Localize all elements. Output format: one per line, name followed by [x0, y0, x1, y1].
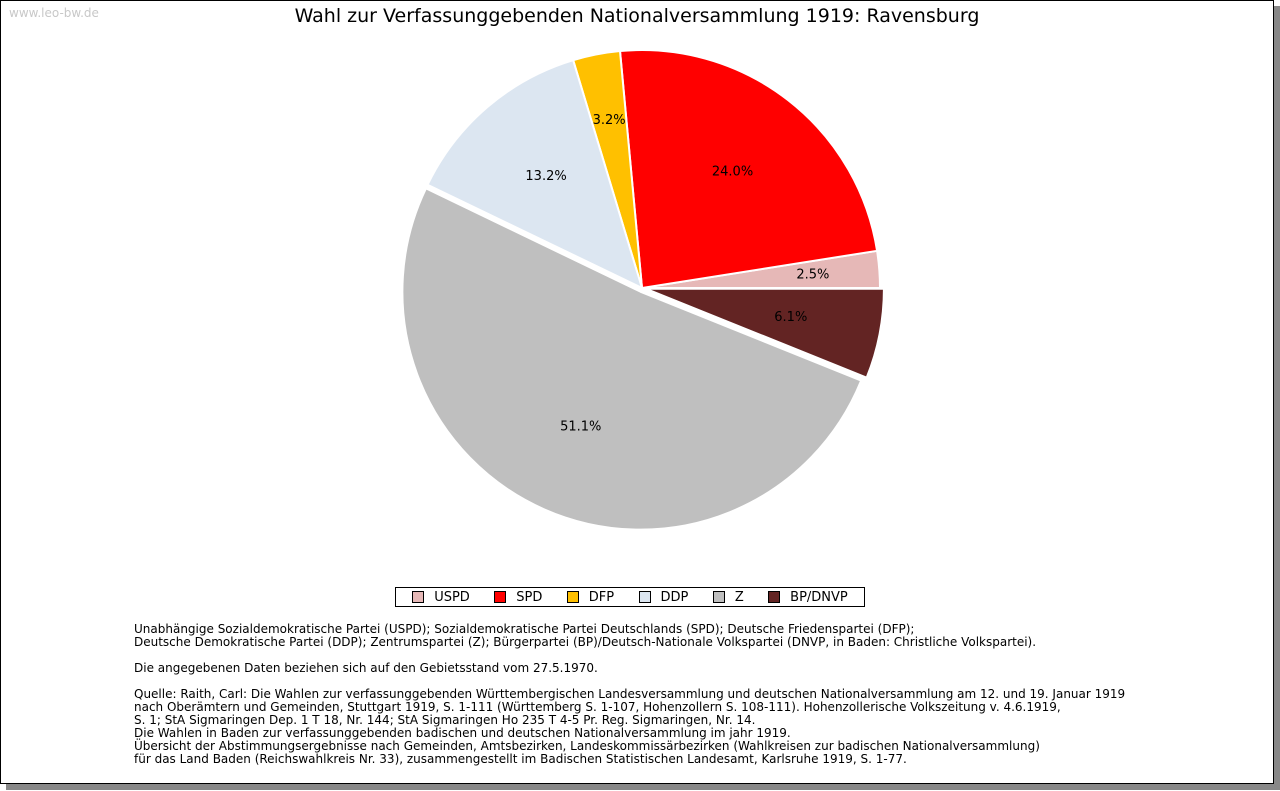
pie-chart: 2.5% 24.0% 3.2% 13.2% 51.1% 6.1% — [401, 49, 885, 531]
slice-label: 2.5% — [796, 268, 829, 283]
legend-swatch — [712, 591, 725, 603]
note-line: Quelle: Raith, Carl: Die Wahlen zur verf… — [134, 687, 1126, 701]
legend-label: DDP — [660, 589, 689, 605]
legend-label: SPD — [516, 589, 543, 605]
notes: Unabhängige Sozialdemokratische Partei (… — [134, 623, 1125, 766]
legend-swatch — [566, 591, 579, 603]
watermark: www.leo-bw.de — [9, 6, 99, 20]
note-line: Unabhängige Sozialdemokratische Partei (… — [134, 622, 915, 636]
legend-label: Z — [734, 589, 744, 605]
legend-item: SPD — [494, 590, 542, 605]
note-line: S. 1; StA Sigmaringen Dep. 1 T 18, Nr. 1… — [134, 713, 756, 727]
legend-swatch — [638, 591, 651, 603]
note-line: nach Oberämtern und Gemeinden, Stuttgart… — [134, 700, 1061, 714]
slice-label: 6.1% — [774, 310, 807, 325]
legend-swatch — [494, 591, 507, 603]
note-line: für das Land Baden (Reichswahlkreis Nr. … — [134, 752, 907, 766]
legend-swatch — [412, 591, 425, 603]
legend-item: DDP — [638, 589, 689, 605]
legend: USPD SPD DFP DDP Z BP/DNVP — [395, 587, 865, 607]
slice-label: 24.0% — [712, 164, 753, 179]
legend-swatch — [768, 591, 781, 603]
pie-slice-spd — [618, 49, 879, 290]
slice-label: 51.1% — [560, 420, 601, 435]
note-line: Die Wahlen in Baden zur verfassunggebend… — [134, 726, 791, 740]
pie-slice-bp-dnvp — [645, 287, 885, 379]
slice-label: 13.2% — [525, 169, 566, 184]
legend-item: BP/DNVP — [768, 590, 848, 605]
note-line: Übersicht der Abstimmungsergebnisse nach… — [134, 739, 1040, 753]
pie-slice-ddp — [426, 58, 644, 290]
slice-label: 3.2% — [593, 113, 626, 128]
legend-label: USPD — [434, 589, 470, 605]
legend-item: DFP — [566, 589, 615, 605]
pie-slice-z — [401, 187, 863, 531]
note-line: Die angegebenen Daten beziehen sich auf … — [134, 661, 598, 675]
legend-label: BP/DNVP — [790, 589, 848, 605]
legend-item: USPD — [412, 590, 470, 605]
note-line: Deutsche Demokratische Partei (DDP); Zen… — [134, 635, 1037, 649]
legend-label: DFP — [588, 589, 615, 605]
legend-item: Z — [712, 589, 744, 605]
chart-title: Wahl zur Verfassunggebenden Nationalvers… — [294, 5, 980, 27]
